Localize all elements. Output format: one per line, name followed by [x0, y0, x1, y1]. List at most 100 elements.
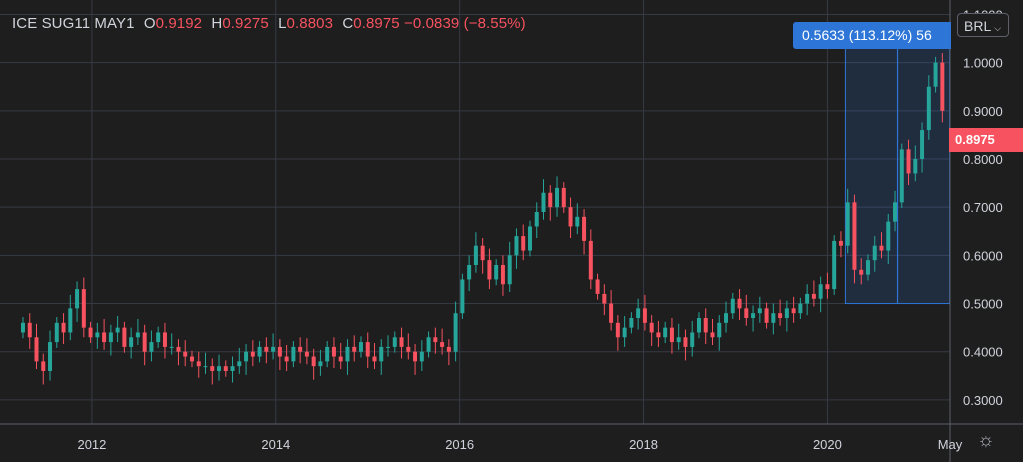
candle-body: [717, 322, 722, 338]
candle-body: [879, 245, 884, 251]
candle-body: [446, 346, 451, 352]
candle-body: [277, 346, 282, 357]
candle-body: [784, 308, 789, 318]
gear-icon[interactable]: ☼: [977, 430, 995, 451]
candle-body: [284, 356, 289, 362]
candle-body: [406, 346, 411, 352]
y-axis-labels: 0.3000 0.4000 0.5000 0.6000 0.7000 0.8000 0.90…: [963, 7, 1003, 407]
candle-body: [149, 342, 154, 352]
candle-body: [575, 216, 580, 227]
candle-body: [230, 366, 235, 371]
low-label: L: [278, 15, 287, 32]
candle-body: [419, 351, 424, 362]
candle-body: [325, 346, 330, 362]
candle-body: [764, 308, 769, 323]
candle-body: [88, 327, 93, 338]
candle-body: [426, 337, 431, 352]
candle-body: [135, 332, 140, 338]
candle-body: [392, 337, 397, 347]
candle-body: [115, 327, 120, 333]
candle-body: [494, 265, 499, 280]
candle-body: [656, 332, 661, 338]
ohlc-legend: ICE SUG11 MAY1 O0.9192 H0.9275 L0.8803 C…: [12, 15, 526, 32]
candle-body: [460, 279, 465, 314]
candle-body: [61, 322, 66, 333]
candle-body: [467, 265, 472, 280]
candle-body: [730, 298, 735, 314]
open-label: O: [143, 15, 156, 32]
candle-body: [169, 346, 174, 348]
close-value: 0.8975: [353, 15, 400, 32]
y-tick-label: 0.6000: [963, 248, 1003, 263]
candle-body: [771, 313, 776, 323]
candle-body: [102, 332, 107, 343]
candle-body: [379, 346, 384, 362]
candle-body: [622, 327, 627, 338]
low-value: 0.8803: [286, 15, 334, 32]
candle-body: [372, 356, 377, 362]
candle-body: [636, 308, 641, 318]
candle-body: [805, 293, 810, 304]
y-tick-label: 0.9000: [963, 104, 1003, 119]
candle-body: [338, 356, 343, 362]
candle-body: [886, 221, 891, 251]
candle-body: [81, 289, 86, 328]
y-tick-label: 0.4000: [963, 345, 1003, 360]
chart-grid: [0, 0, 950, 424]
candle-body: [507, 255, 512, 285]
candle-body: [345, 346, 350, 362]
candle-body: [162, 332, 167, 347]
candle-body: [534, 212, 539, 227]
candle-body: [453, 313, 458, 352]
last-price-tag: 0.8975: [949, 128, 1023, 152]
candle-body: [95, 332, 100, 338]
x-axis-labels: 2012 2014 2016 2018 2020 May: [77, 437, 962, 452]
candle-body: [257, 346, 262, 357]
candle-body: [703, 318, 708, 333]
candle-body: [514, 236, 519, 256]
candle-body: [926, 86, 931, 131]
candle-body: [413, 351, 418, 362]
candle-body: [34, 337, 39, 362]
candle-body: [217, 366, 222, 371]
candle-body: [724, 313, 729, 323]
candle-body: [527, 226, 532, 251]
y-tick-label: 0.7000: [963, 200, 1003, 215]
candle-body: [20, 322, 25, 333]
chevron-down-icon: ⌵: [994, 23, 1002, 33]
candle-body: [798, 303, 803, 314]
currency-selector[interactable]: BRL ⌵: [957, 13, 1009, 37]
candle-body: [41, 361, 46, 371]
x-tick-label: 2014: [261, 437, 290, 452]
candle-body: [791, 308, 796, 314]
high-value: 0.9275: [222, 15, 269, 32]
x-tick-label: 2018: [629, 437, 658, 452]
candle-body: [358, 342, 363, 352]
candle-body: [757, 308, 762, 314]
candle-body: [865, 260, 870, 275]
candle-body: [189, 356, 194, 362]
candle-body: [548, 192, 553, 208]
y-tick-label: 0.8000: [963, 152, 1003, 167]
candle-body: [298, 346, 303, 352]
candle-body: [778, 313, 783, 318]
candle-body: [142, 332, 147, 352]
candle-body: [331, 346, 336, 357]
x-tick-label: 2020: [813, 437, 842, 452]
candle-body: [203, 366, 208, 368]
candle-body: [852, 202, 857, 270]
candle-body: [183, 351, 188, 357]
symbol-name: ICE SUG11 MAY1: [12, 15, 135, 32]
candle-body: [271, 346, 276, 352]
candle-body: [669, 327, 674, 343]
candle-body: [196, 361, 201, 367]
candle-body: [291, 346, 296, 362]
candle-body: [642, 308, 647, 323]
candle-body: [690, 332, 695, 347]
candle-body: [940, 62, 945, 111]
candle-body: [250, 351, 255, 357]
x-tick-label: 2012: [77, 437, 106, 452]
candle-body: [27, 322, 32, 338]
